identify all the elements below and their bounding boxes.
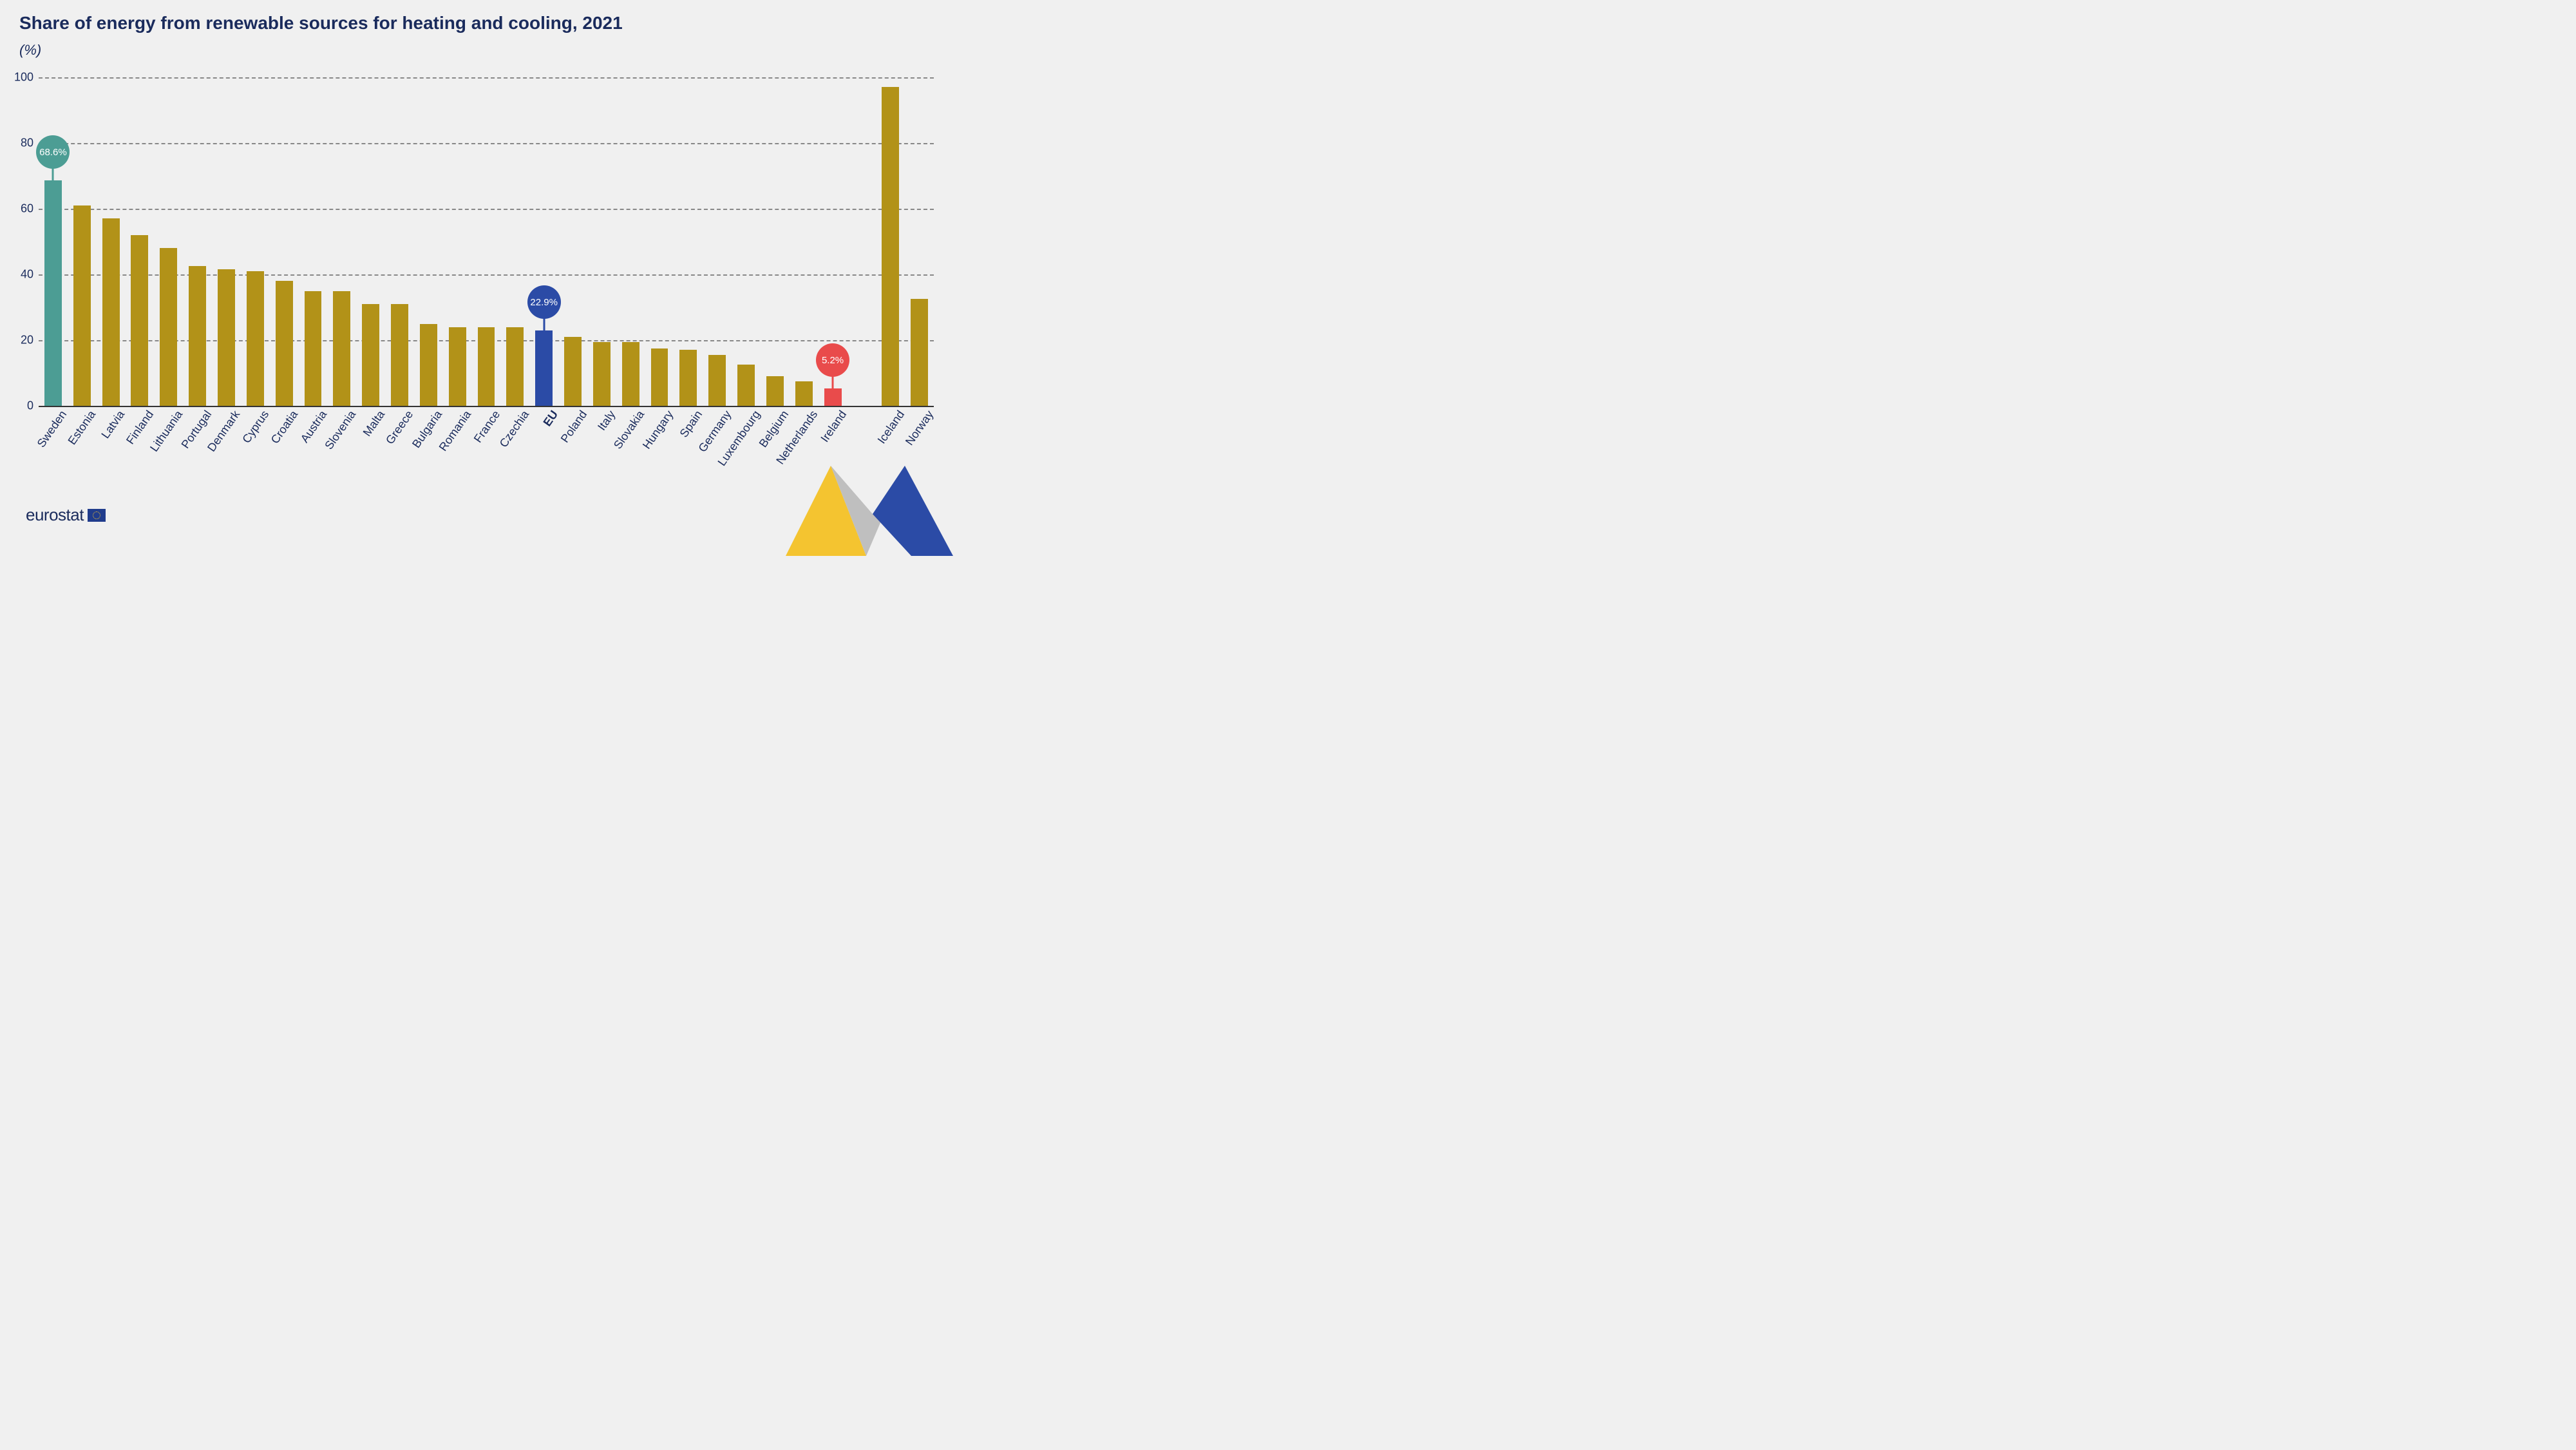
bar	[911, 299, 928, 406]
value-callout: 5.2%	[816, 343, 849, 377]
y-tick-label: 60	[21, 202, 39, 216]
y-tick-label: 40	[21, 268, 39, 281]
plot-area: 02040608010068.6%22.9%5.2%SwedenEstoniaL…	[39, 77, 934, 406]
bar	[593, 342, 611, 406]
callout-stem	[52, 167, 54, 180]
bar	[478, 327, 495, 406]
x-tick-label: Estonia	[62, 406, 99, 448]
x-tick-label: Italy	[592, 406, 618, 434]
bar	[131, 235, 148, 406]
bar	[449, 327, 466, 406]
bar	[160, 248, 177, 406]
chart-unit-label: (%)	[19, 42, 41, 59]
bar	[333, 291, 350, 406]
bar	[622, 342, 639, 406]
bar	[737, 365, 755, 406]
bar	[708, 355, 726, 406]
bar	[420, 324, 437, 406]
branding: eurostat	[26, 505, 106, 525]
eurostat-swoosh-icon	[786, 453, 953, 556]
callout-stem	[543, 318, 545, 330]
y-tick-label: 80	[21, 137, 39, 150]
bar	[218, 269, 235, 406]
y-tick-label: 0	[27, 399, 39, 413]
bar	[535, 330, 553, 406]
y-tick-label: 100	[14, 71, 39, 84]
bar	[564, 337, 582, 406]
bar	[651, 348, 668, 406]
x-tick-label: Ireland	[815, 406, 849, 445]
bar	[73, 205, 91, 406]
bar	[882, 87, 899, 406]
value-callout: 22.9%	[527, 285, 561, 319]
bar	[189, 266, 206, 406]
bar	[44, 180, 62, 406]
bar	[391, 304, 408, 406]
x-tick-label: Czechia	[494, 406, 532, 450]
bar	[362, 304, 379, 406]
x-tick-label: Poland	[554, 406, 589, 445]
bar	[276, 281, 293, 406]
x-tick-label: EU	[537, 406, 560, 429]
bar	[766, 376, 784, 406]
bar	[102, 218, 120, 406]
bar	[247, 271, 264, 406]
x-tick-label: Iceland	[871, 406, 907, 446]
x-tick-label: Cyprus	[237, 406, 272, 446]
y-tick-label: 20	[21, 334, 39, 347]
bar	[824, 388, 842, 406]
bar	[795, 381, 813, 406]
callout-stem	[832, 376, 834, 388]
bars-layer: 68.6% 22.9% 5.2%	[39, 77, 934, 406]
bar	[679, 350, 697, 406]
x-tick-label: Norway	[900, 406, 936, 448]
x-tick-label: Croatia	[265, 406, 301, 446]
chart-title: Share of energy from renewable sources f…	[19, 13, 623, 33]
bar	[506, 327, 524, 406]
eu-flag-icon	[88, 509, 106, 522]
brand-name: eurostat	[26, 505, 84, 525]
chart-container: Share of energy from renewable sources f…	[0, 0, 953, 537]
value-callout: 68.6%	[36, 135, 70, 169]
bar	[305, 291, 322, 406]
